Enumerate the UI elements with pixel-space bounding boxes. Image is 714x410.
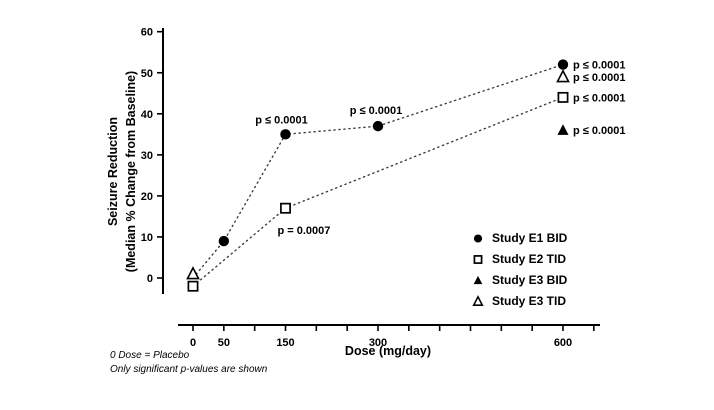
footnote-line1: 0 Dose = Placebo <box>110 350 190 361</box>
y-axis-tick-label: 40 <box>141 109 153 121</box>
y-axis-tick-label: 20 <box>141 191 153 203</box>
y-axis-label-line2: (Median % Change from Baseline) <box>124 70 139 273</box>
y-axis-label: Seizure Reduction (Median % Change from … <box>104 29 144 314</box>
legend: Study E1 BID Study E2 TID Study E3 BID Stud… <box>471 231 567 315</box>
footnote-line2: Only significant p-values are shown <box>110 363 268 375</box>
x-axis-tick-label: 50 <box>218 337 230 349</box>
open-square-marker <box>280 202 291 214</box>
footnote: 0 Dose = Placebo Only significant p-valu… <box>110 349 267 376</box>
p-value-annotation: p ≤ 0.0001 <box>573 125 626 137</box>
p-value-annotation: p ≤ 0.0001 <box>255 114 308 126</box>
open-square-marker <box>187 280 199 292</box>
y-axis-tick-label: 60 <box>141 27 153 39</box>
open-triangle-marker <box>472 295 484 306</box>
open-square-icon <box>473 255 483 264</box>
legend-label: Study E1 BID <box>492 231 568 245</box>
filled-circle-marker <box>557 59 569 70</box>
x-axis-tick-label: 0 <box>190 337 196 349</box>
legend-label: Study E2 TID <box>492 252 567 266</box>
legend-item-1: Study E2 TID <box>471 252 567 266</box>
open-triangle-marker <box>556 69 570 83</box>
y-axis-label-line1: Seizure Reduction <box>106 116 120 227</box>
filled-triangle-icon <box>473 275 483 285</box>
p-value-annotation: p ≤ 0.0001 <box>573 72 626 84</box>
legend-label: Study E3 TID <box>492 294 567 308</box>
y-axis-tick-label: 10 <box>141 232 153 244</box>
p-value-annotation: p ≤ 0.0001 <box>573 92 626 104</box>
filled-circle-marker <box>372 120 384 132</box>
open-square-marker <box>473 255 483 264</box>
filled-triangle-marker <box>557 124 569 135</box>
filled-circle-marker <box>280 129 291 140</box>
filled-triangle-marker <box>473 275 483 285</box>
x-axis-title: Dose (mg/day) <box>344 344 432 358</box>
open-square-marker <box>557 91 569 103</box>
legend-item-3: Study E3 TID <box>471 294 567 308</box>
open-triangle-icon <box>472 295 484 306</box>
y-axis-tick-label: 0 <box>147 273 153 285</box>
legend-label: Study E3 BID <box>492 273 568 287</box>
legend-item-0: Study E1 BID <box>471 231 567 245</box>
x-axis-tick-label: 300 <box>369 337 387 349</box>
filled-circle-icon <box>473 234 483 243</box>
x-axis-tick-label: 600 <box>554 337 572 349</box>
p-value-annotation: p ≤ 0.0001 <box>573 60 626 72</box>
legend-item-2: Study E3 BID <box>471 273 567 287</box>
y-axis-tick-label: 50 <box>141 68 153 80</box>
p-value-annotation: p ≤ 0.0001 <box>350 105 403 117</box>
filled-circle-marker <box>473 234 483 243</box>
open-triangle-marker <box>186 266 200 280</box>
y-axis-tick-label: 30 <box>141 150 153 162</box>
filled-circle-marker <box>218 235 230 247</box>
p-value-annotation: p = 0.0007 <box>278 225 331 237</box>
x-axis-tick-label: 150 <box>276 337 294 349</box>
